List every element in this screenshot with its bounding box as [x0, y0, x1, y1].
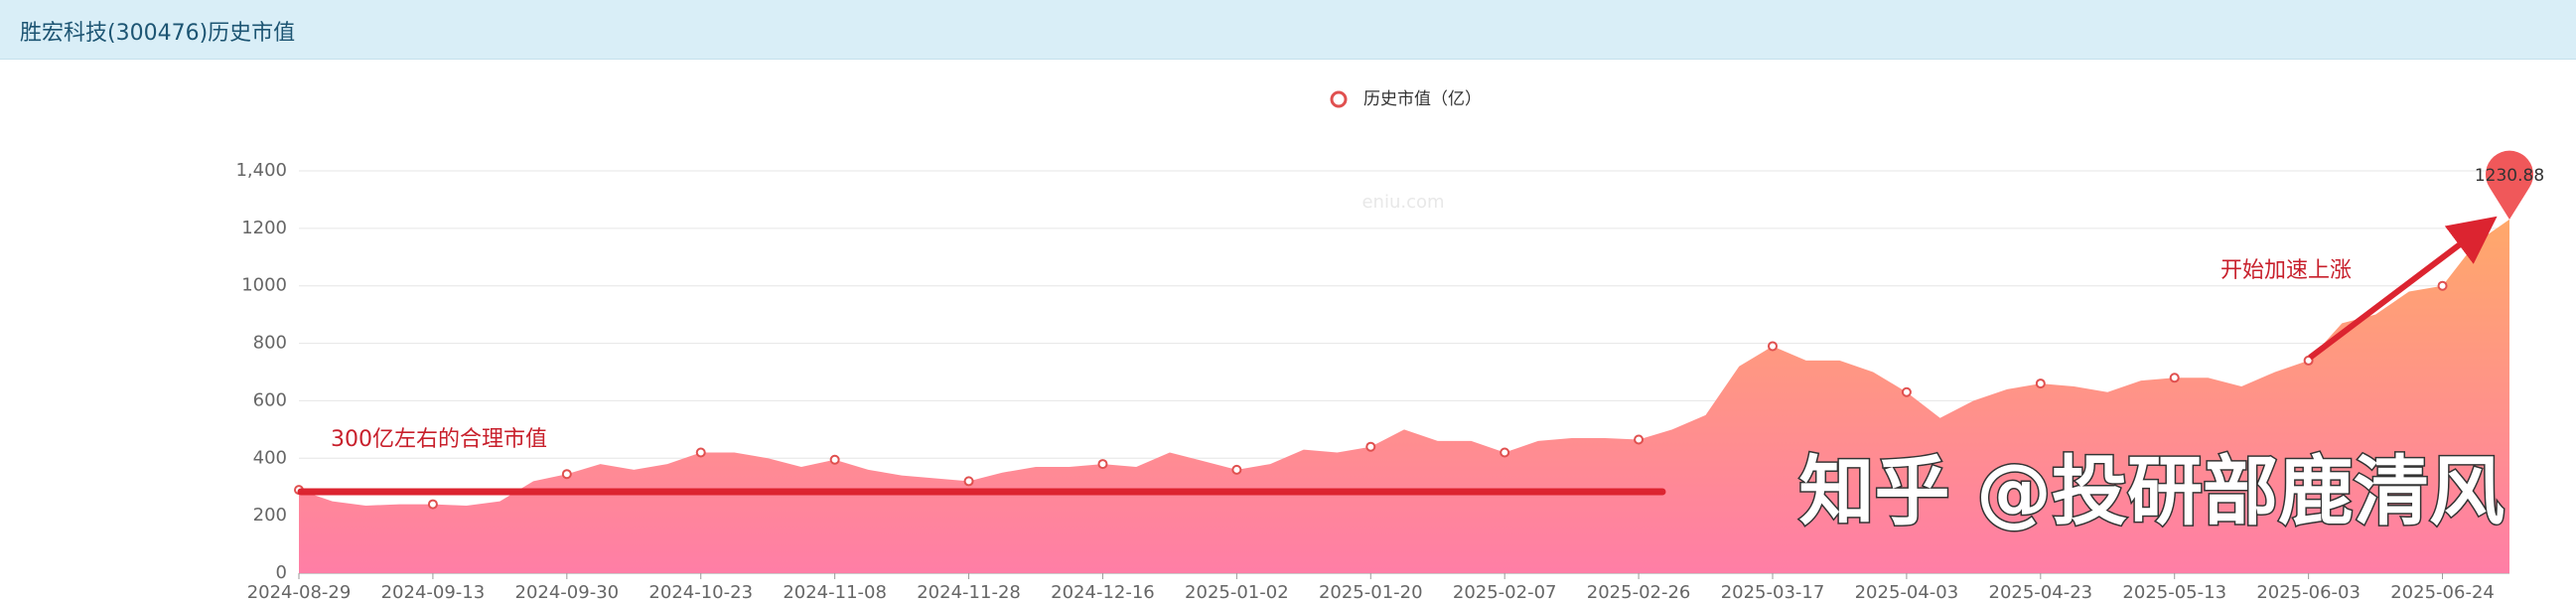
point	[2035, 378, 2046, 389]
point	[561, 469, 572, 480]
annotation-arrow	[2308, 216, 2498, 361]
x-tick-label: 2024-12-16	[1051, 582, 1155, 603]
area	[299, 219, 2509, 573]
x-tick-label: 2024-10-23	[648, 582, 753, 603]
x-tick-label: 2025-05-13	[2122, 582, 2226, 603]
y-tick-label: 1,400	[235, 160, 287, 181]
x-tick-label: 2024-11-08	[783, 582, 887, 603]
x-tick-label: 2025-02-07	[1453, 582, 1557, 603]
point	[829, 454, 840, 465]
watermark: eniu.com	[1361, 192, 1444, 213]
point	[1768, 341, 1778, 352]
annotation: 开始加速上涨	[2220, 258, 2352, 283]
point	[427, 499, 438, 510]
x-tick-label: 2024-11-28	[917, 582, 1021, 603]
x-tick-label: 2025-04-23	[1989, 582, 2093, 603]
y-tick-label: 200	[253, 505, 287, 526]
point	[1365, 441, 1376, 452]
annotation: 300亿左右的合理市值	[331, 427, 547, 452]
y-tick-label: 1200	[241, 218, 287, 238]
y-tick-label: 0	[276, 562, 287, 583]
header: 胜宏科技(300476)历史市值	[0, 0, 2576, 60]
point	[1231, 464, 1242, 475]
x-tick-label: 2025-06-24	[2390, 582, 2495, 603]
y-tick-label: 400	[253, 447, 287, 468]
page-title: 胜宏科技(300476)历史市值	[20, 21, 296, 46]
y-tick-label: 1000	[241, 275, 287, 296]
x-tick-label: 2025-01-02	[1185, 582, 1289, 603]
point	[695, 447, 706, 458]
point	[963, 476, 974, 487]
point	[1500, 447, 1510, 458]
point	[2169, 373, 2180, 383]
x-tick-label: 2025-02-26	[1587, 582, 1691, 603]
point	[1901, 386, 1912, 397]
x-tick-label: 2024-09-13	[381, 582, 486, 603]
watermark-zhihu: 知乎 @投研部鹿清风	[1799, 447, 2504, 535]
x-tick-label: 2025-03-17	[1721, 582, 1825, 603]
point	[2437, 280, 2448, 291]
x-tick-label: 2024-08-29	[247, 582, 352, 603]
legend-icon	[1330, 90, 1348, 108]
y-tick-label: 600	[253, 389, 287, 410]
x-tick-label: 2025-01-20	[1319, 582, 1423, 603]
y-tick-label: 800	[253, 333, 287, 354]
point	[2303, 355, 2314, 366]
legend-label: 历史市值（亿）	[1363, 89, 1482, 109]
x-tick-label: 2024-09-30	[515, 582, 620, 603]
max-pin	[2486, 150, 2533, 220]
max-label: 1230.88	[2475, 166, 2544, 186]
chart: 历史市值（亿） eniu.com 0 200 400 600 800 1000 1200 1,…	[235, 89, 2544, 603]
point	[1634, 434, 1645, 445]
x-tick-label: 2025-04-03	[1855, 582, 1959, 603]
x-tick-label: 2025-06-03	[2256, 582, 2361, 603]
point	[1097, 459, 1108, 470]
